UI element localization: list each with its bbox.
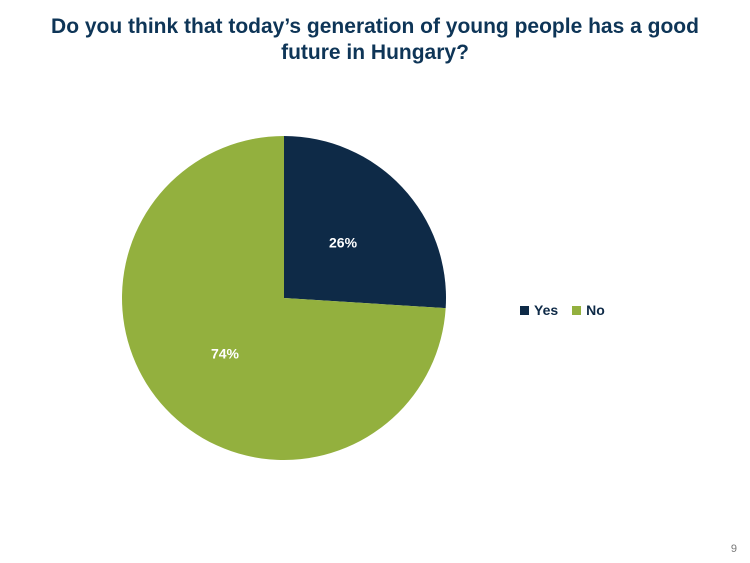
pie-slice-no — [122, 136, 446, 460]
legend-swatch-no — [572, 305, 582, 315]
data-label-yes: 26% — [329, 235, 358, 251]
legend-item-yes: Yes — [520, 302, 558, 318]
legend: Yes No — [520, 302, 605, 318]
legend-swatch-yes — [520, 305, 529, 315]
legend-label-yes: Yes — [534, 302, 559, 318]
page-number: 9 — [730, 543, 737, 555]
pie-slice-yes — [284, 136, 446, 309]
legend-item-no: No — [572, 302, 605, 318]
data-label-no: 74% — [211, 345, 240, 361]
chart-title: Do you think that today’s generation of … — [51, 15, 699, 64]
legend-label-no: No — [586, 302, 605, 318]
